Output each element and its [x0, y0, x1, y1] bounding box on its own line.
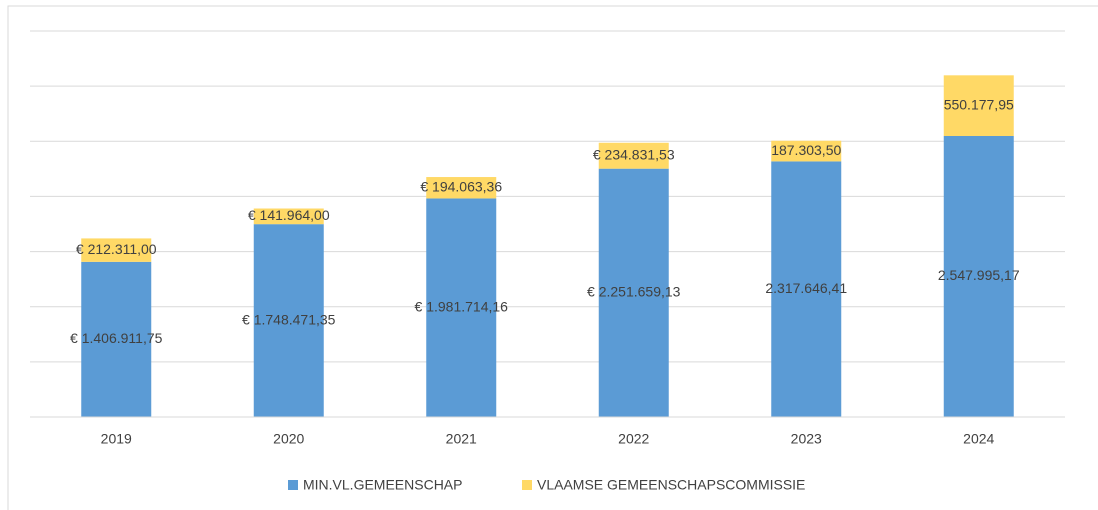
bar-segment — [81, 238, 152, 262]
data-label: € 2.251.659,13 — [587, 284, 681, 300]
chart-border — [7, 5, 1098, 510]
data-label: € 194.063,36 — [420, 178, 502, 194]
data-label: € 1.748.471,35 — [242, 311, 336, 327]
data-label: 2.547.995,17 — [938, 267, 1020, 283]
legend-swatch — [522, 480, 532, 490]
data-label: € 1.406.911,75 — [70, 330, 163, 346]
data-label: € 212.311,00 — [76, 241, 157, 257]
legend-label: MIN.VL.GEMEENSCHAP — [303, 477, 462, 493]
bar-segment — [943, 135, 1014, 417]
data-label: 550.177,95 — [944, 96, 1014, 112]
data-label: € 1.981.714,16 — [415, 298, 509, 314]
bar-segment — [253, 224, 324, 417]
legend-label: VLAAMSE GEMEENSCHAPSCOMMISSIE — [537, 477, 805, 493]
x-tick-label: 2022 — [618, 431, 649, 447]
bar-segment — [598, 168, 669, 417]
data-label: € 141.964,00 — [248, 207, 330, 223]
data-label: 187.303,50 — [771, 142, 841, 158]
legend-swatch — [288, 480, 298, 490]
bar-segment — [426, 198, 497, 417]
data-label: € 234.831,53 — [593, 146, 675, 162]
x-tick-label: 2024 — [963, 431, 994, 447]
bar-segment — [253, 208, 324, 225]
bar-segment — [943, 75, 1014, 136]
x-tick-label: 2020 — [273, 431, 304, 447]
bar-segment — [771, 161, 842, 417]
bar-segment — [426, 177, 497, 199]
bar-segment — [598, 142, 669, 169]
x-tick-label: 2019 — [101, 431, 132, 447]
data-label: 2.317.646,41 — [765, 280, 847, 296]
x-tick-label: 2023 — [791, 431, 822, 447]
bar-segment — [81, 261, 152, 417]
x-tick-label: 2021 — [446, 431, 477, 447]
bar-segment — [771, 140, 842, 162]
